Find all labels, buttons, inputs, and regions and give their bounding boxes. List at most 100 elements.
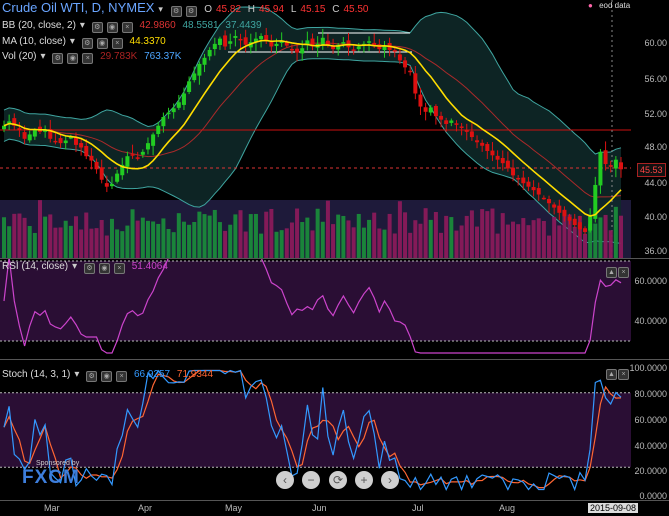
candle-body	[423, 107, 428, 112]
scroll-forward-button[interactable]: ›	[381, 471, 399, 489]
stoch-chart[interactable]	[0, 360, 631, 500]
rsi-chart[interactable]	[0, 259, 631, 359]
volume-bar	[608, 230, 613, 258]
candle-body	[392, 50, 397, 52]
candle-body	[495, 155, 500, 160]
candle-body	[181, 93, 186, 105]
collapse-icon: ▲	[606, 369, 617, 380]
volume-bar	[253, 213, 258, 258]
volume-bar	[490, 208, 495, 258]
price-pane[interactable]	[0, 0, 631, 258]
stoch-legend: Stoch (14, 3, 1) ▾ ⚙ ◉ × 66.9257 71.9344	[2, 369, 214, 382]
settings-icon[interactable]: ⚙	[81, 38, 93, 49]
volume-bar	[7, 226, 12, 258]
sponsor-logo[interactable]: FXCM	[22, 467, 80, 488]
candle-body	[17, 128, 22, 131]
eye-icon[interactable]: ◉	[96, 38, 108, 49]
chevron-down-icon[interactable]: ▾	[72, 261, 78, 272]
close-icon[interactable]: ×	[111, 38, 123, 49]
candle-body	[490, 150, 495, 156]
time-axis[interactable]	[0, 500, 669, 516]
chart-title[interactable]: Crude Oil WTI, D, NYMEX	[2, 0, 155, 15]
ma-label[interactable]: MA (10, close)	[2, 36, 66, 47]
scroll-back-button[interactable]: ‹	[276, 471, 294, 489]
volume-bar	[577, 215, 582, 258]
candle-body	[598, 151, 603, 186]
zoom-in-button[interactable]: +	[355, 471, 373, 489]
volume-bar	[171, 232, 176, 258]
volume-bar	[115, 229, 120, 258]
candle-body	[207, 49, 212, 57]
volume-bar	[202, 214, 207, 258]
volume-bar	[331, 224, 336, 258]
chevron-down-icon[interactable]: ▾	[69, 36, 75, 47]
eye-icon[interactable]: ◉	[67, 53, 79, 64]
volume-bar	[197, 211, 202, 258]
close-icon[interactable]: ×	[82, 53, 94, 64]
reset-button[interactable]: ⟳	[329, 471, 347, 489]
chevron-down-icon[interactable]: ▾	[40, 51, 46, 62]
candle-body	[325, 40, 330, 46]
volume-bar	[248, 214, 253, 258]
candle-body	[12, 118, 17, 126]
stoch-band	[0, 392, 631, 468]
volume-bar	[187, 224, 192, 258]
eye-icon[interactable]: ◉	[101, 371, 113, 382]
sponsor-block[interactable]: Sponsored by FXCM	[8, 460, 80, 489]
eye-icon[interactable]: ◉	[98, 263, 110, 274]
volume-bar	[495, 233, 500, 258]
candle-body	[331, 46, 336, 50]
chevron-down-icon[interactable]: ▾	[74, 369, 80, 380]
candle-body	[79, 143, 84, 148]
zoom-out-button[interactable]: −	[302, 471, 320, 489]
settings-icon[interactable]: ⚙	[52, 53, 64, 64]
candle-body	[619, 162, 623, 170]
settings-icon[interactable]: ⚙	[185, 6, 197, 17]
pane-controls[interactable]: ▲ ×	[606, 362, 630, 380]
vol-legend: Vol (20) ▾ ⚙ ◉ × 29.783K 763.37K	[2, 51, 182, 64]
candle-body	[408, 70, 413, 73]
chevron-down-icon[interactable]: ▾	[79, 20, 85, 31]
stoch-label[interactable]: Stoch (14, 3, 1)	[2, 369, 71, 380]
bb-label[interactable]: BB (20, close, 2)	[2, 20, 76, 31]
volume-bar	[161, 218, 166, 258]
rsi-pane[interactable]	[0, 259, 631, 359]
stoch-axis[interactable]: 100.0000 80.0000 60.0000 40.0000 20.0000…	[629, 360, 669, 501]
sponsor-caption: Sponsored by	[36, 460, 80, 467]
volume-bar	[233, 214, 238, 258]
close-icon[interactable]: ×	[116, 371, 128, 382]
volume-bar	[367, 219, 372, 258]
volume-bar	[145, 220, 150, 258]
candle-body	[156, 125, 161, 134]
candle-body	[608, 165, 613, 167]
candle-body	[536, 188, 541, 195]
settings-icon[interactable]: ⚙	[170, 6, 182, 17]
volume-bar	[22, 217, 27, 258]
close-icon[interactable]: ×	[113, 263, 125, 274]
volume-bar	[619, 215, 623, 258]
pane-controls[interactable]: ▲ ×	[606, 260, 630, 278]
rsi-axis[interactable]: 60.0000 40.0000	[631, 259, 669, 359]
settings-icon[interactable]: ⚙	[83, 263, 95, 274]
close-icon[interactable]: ×	[121, 22, 133, 33]
rsi-label[interactable]: RSI (14, close)	[2, 261, 69, 272]
candle-body	[382, 46, 387, 51]
candle-body	[89, 155, 94, 161]
volume-bar	[500, 213, 505, 258]
candle-body	[588, 215, 593, 231]
volume-bar	[403, 212, 408, 258]
volume-bar	[99, 220, 104, 258]
candle-body	[212, 43, 217, 50]
stoch-pane[interactable]	[0, 360, 631, 500]
eye-icon[interactable]: ◉	[106, 22, 118, 33]
volume-bar	[156, 223, 161, 258]
price-chart[interactable]	[0, 0, 631, 258]
volume-bar	[53, 227, 58, 258]
candle-body	[84, 145, 89, 157]
settings-icon[interactable]: ⚙	[86, 371, 98, 382]
price-tick: 60.00	[644, 38, 667, 48]
settings-icon[interactable]: ⚙	[91, 22, 103, 33]
vol-label[interactable]: Vol (20)	[2, 51, 37, 62]
chevron-down-icon[interactable]: ▾	[158, 4, 163, 14]
price-axis[interactable]: 60.00 56.00 52.00 48.00 44.00 40.00 36.0…	[631, 0, 669, 258]
